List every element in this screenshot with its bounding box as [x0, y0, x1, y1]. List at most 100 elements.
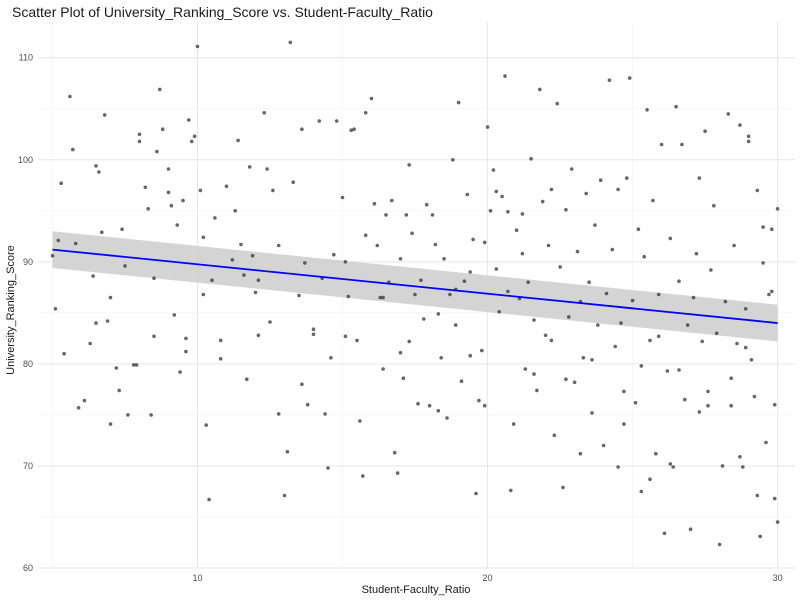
data-point-38: [184, 349, 188, 354]
data-point-113: [439, 356, 444, 360]
data-point-108: [424, 202, 429, 207]
data-point-213: [729, 376, 733, 381]
data-point-50: [224, 184, 229, 189]
data-point-79: [334, 119, 339, 123]
data-point-271: [218, 338, 223, 343]
data-point-172: [610, 247, 615, 252]
data-point-126: [477, 398, 481, 403]
data-point-62: [268, 320, 272, 324]
data-point-201: [694, 251, 699, 256]
data-point-52: [236, 138, 240, 143]
data-point-233: [775, 520, 780, 524]
data-point-142: [523, 367, 528, 371]
data-point-47: [210, 278, 214, 283]
data-point-28: [152, 334, 156, 339]
data-point-66: [285, 449, 290, 454]
data-point-215: [735, 341, 739, 346]
data-point-71: [303, 261, 307, 265]
data-point-159: [572, 380, 577, 385]
data-point-250: [549, 338, 554, 343]
data-point-7: [73, 241, 78, 246]
data-point-160: [575, 249, 580, 254]
data-point-107: [422, 317, 426, 321]
data-point-138: [511, 422, 516, 426]
data-point-268: [276, 412, 281, 416]
data-point-40: [189, 139, 194, 144]
data-point-241: [677, 368, 681, 372]
data-point-93: [381, 367, 385, 371]
data-point-240: [697, 410, 702, 414]
data-point-141: [520, 251, 525, 256]
data-point-151: [549, 187, 554, 192]
data-point-262: [381, 295, 385, 300]
data-point-246: [622, 422, 626, 426]
data-point-88: [363, 111, 368, 115]
data-point-45: [204, 423, 208, 427]
data-point-39: [187, 118, 191, 122]
data-point-19: [117, 388, 121, 393]
data-point-205: [706, 389, 710, 394]
data-point-231: [772, 496, 777, 501]
data-point-203: [700, 339, 704, 344]
data-point-223: [758, 534, 762, 539]
data-point-162: [581, 356, 586, 360]
data-point-274: [166, 167, 171, 171]
data-point-48: [213, 216, 217, 220]
data-point-212: [726, 112, 731, 116]
data-point-67: [288, 40, 293, 45]
data-point-18: [114, 366, 119, 370]
data-point-220: [749, 358, 754, 362]
data-point-196: [680, 142, 684, 147]
data-point-149: [543, 333, 548, 338]
data-point-152: [552, 433, 557, 438]
data-point-209: [717, 542, 722, 547]
data-point-261: [398, 350, 403, 355]
data-point-254: [494, 189, 499, 194]
data-point-216: [738, 123, 742, 127]
data-point-170: [604, 291, 609, 296]
data-point-194: [674, 104, 678, 109]
data-point-55: [245, 377, 249, 382]
data-point-207: [712, 203, 716, 208]
data-point-191: [665, 369, 670, 373]
data-point-123: [468, 353, 473, 358]
data-point-198: [685, 323, 690, 327]
data-point-217: [741, 465, 745, 469]
data-point-119: [456, 100, 461, 105]
data-point-221: [752, 394, 757, 399]
data-point-181: [636, 227, 641, 231]
data-point-68: [291, 180, 296, 184]
data-point-258: [453, 323, 458, 327]
data-point-102: [407, 163, 412, 167]
data-point-247: [616, 465, 620, 469]
data-point-49: [218, 357, 223, 361]
data-point-59: [256, 333, 261, 338]
data-point-187: [654, 451, 658, 456]
x-tick-label-2: 30: [773, 573, 783, 583]
data-point-273: [184, 336, 188, 341]
data-point-166: [593, 223, 597, 227]
data-point-245: [639, 489, 644, 494]
data-point-51: [230, 258, 235, 262]
data-point-264: [343, 260, 348, 264]
data-point-228: [772, 402, 777, 407]
data-point-218: [743, 307, 748, 311]
trend-line-group: [52, 248, 778, 324]
data-point-101: [404, 213, 409, 217]
data-point-20: [120, 227, 124, 231]
data-point-129: [485, 125, 490, 129]
data-point-54: [242, 273, 246, 277]
data-point-188: [656, 292, 661, 297]
data-point-130: [488, 209, 493, 213]
x-tick-label-1: 20: [483, 573, 493, 583]
data-point-5: [68, 94, 72, 99]
data-point-30: [158, 87, 162, 92]
data-point-158: [569, 167, 574, 171]
data-point-208: [714, 331, 719, 336]
y-tick-label-5: 110: [19, 53, 33, 63]
data-point-275: [152, 276, 156, 281]
data-points: [50, 40, 780, 547]
data-point-98: [395, 471, 400, 475]
data-point-235: [770, 289, 774, 294]
